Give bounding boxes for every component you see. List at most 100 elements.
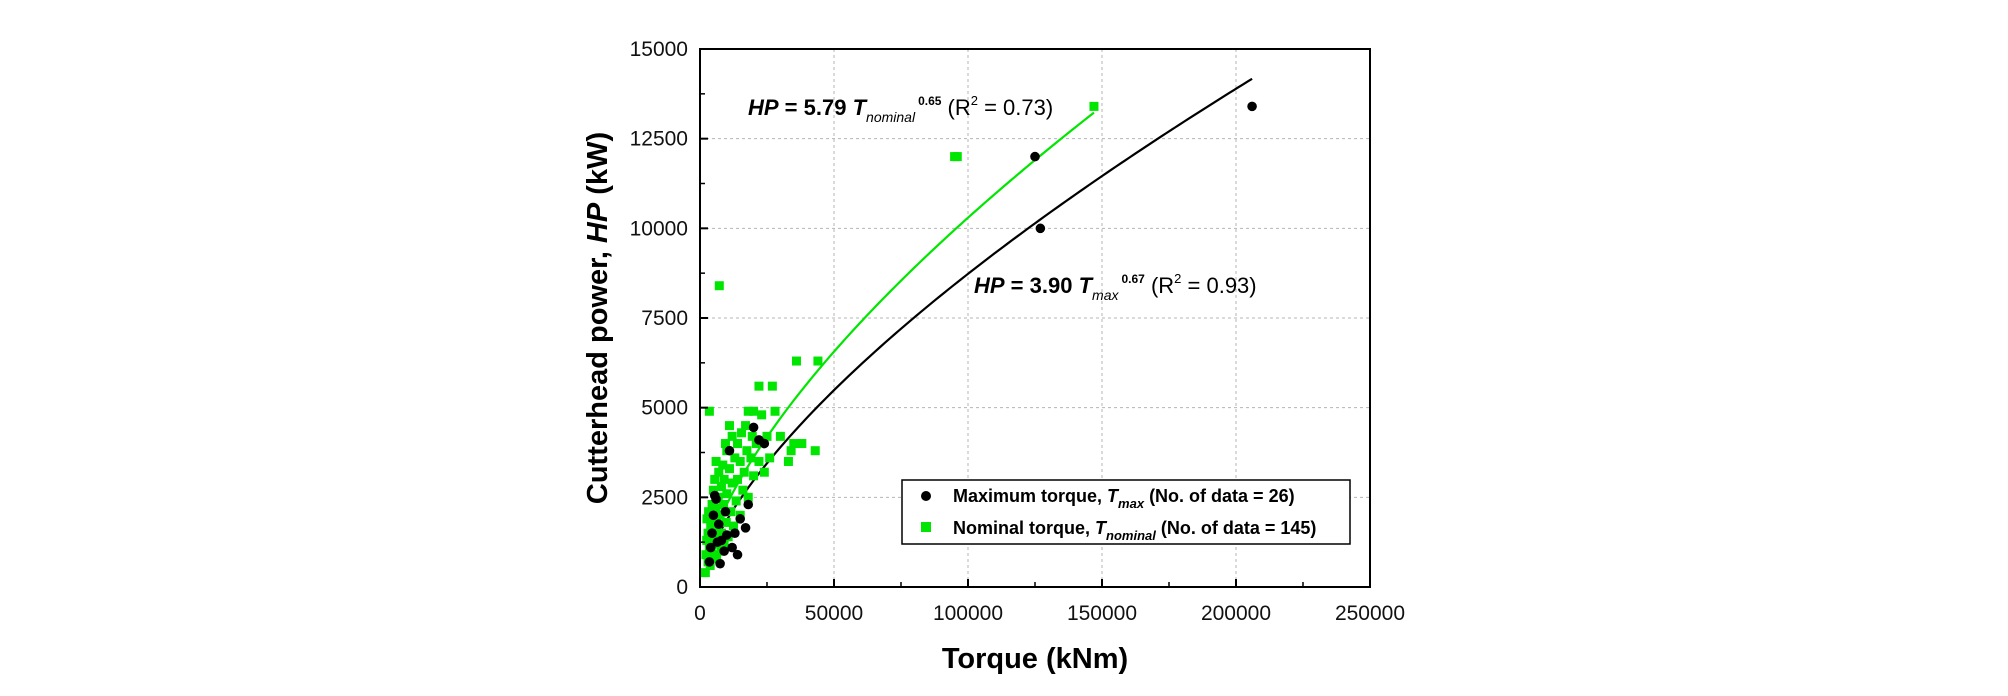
eq-nominal-exp: 0.65: [918, 94, 942, 108]
point-nominal: [770, 406, 780, 416]
point-max: [1247, 101, 1257, 112]
point-nominal: [813, 356, 823, 366]
legend-nominal-sub: nominal: [1106, 528, 1156, 543]
y-tick-label: 0: [676, 576, 688, 599]
point-nominal: [743, 492, 753, 502]
point-nominal: [739, 467, 749, 477]
point-nominal: [727, 478, 737, 488]
point-nominal: [783, 456, 793, 466]
y-axis-title: Cutterhead power, HP (kW): [582, 132, 614, 504]
y-tick-label: 12500: [630, 128, 688, 151]
eq-nominal-r2: 2: [971, 93, 978, 108]
y-axis-title-unit: (kW): [582, 132, 614, 203]
y-axis-title-var: HP: [582, 202, 614, 243]
point-nominal: [716, 528, 726, 538]
point-nominal: [749, 406, 759, 416]
point-nominal: [786, 446, 796, 456]
point-max: [704, 557, 715, 567]
eq-nominal-coef: = 5.79: [779, 95, 853, 120]
point-nominal: [730, 453, 740, 463]
point-nominal: [810, 446, 820, 456]
point-max: [720, 506, 731, 517]
point-max: [730, 528, 740, 538]
x-tick-label: 200000: [1201, 602, 1271, 625]
point-max: [715, 558, 725, 569]
eq-max-r-open: (R: [1145, 273, 1174, 298]
point-nominal: [711, 456, 721, 466]
point-nominal: [701, 550, 711, 560]
legend-nominal-label: Nominal torque,: [953, 518, 1095, 538]
point-nominal: [767, 381, 777, 391]
point-nominal: [743, 406, 753, 416]
y-tick-label: 15000: [630, 38, 688, 61]
point-nominal: [724, 464, 734, 474]
point-nominal: [747, 431, 757, 441]
point-nominal: [715, 510, 725, 520]
point-nominal: [952, 152, 962, 162]
point-nominal: [789, 439, 799, 449]
legend-nominal-suffix: (No. of data = 145): [1156, 518, 1317, 538]
point-nominal: [720, 439, 730, 449]
fit-curve-max: [707, 77, 1253, 558]
point-nominal: [741, 421, 751, 431]
point-nominal: [733, 474, 743, 484]
point-nominal: [1089, 101, 1099, 111]
point-max: [705, 542, 716, 553]
point-max: [719, 546, 729, 556]
legend-max-suffix: (No. of data = 26): [1144, 486, 1295, 506]
point-max: [727, 542, 737, 553]
point-nominal: [711, 503, 721, 513]
legend-entry-max: Maximum torque, Tmax (No. of data = 26): [953, 486, 1295, 511]
point-nominal: [702, 514, 712, 524]
fit-lines: [707, 77, 1253, 558]
eq-max-exp: 0.67: [1121, 272, 1145, 286]
point-nominal: [719, 500, 729, 510]
point-max: [724, 445, 735, 456]
x-tick-label: 250000: [1335, 602, 1405, 625]
eq-nominal-r-open: (R: [941, 95, 970, 120]
point-nominal: [700, 568, 710, 578]
x-axis-title: Torque (kNm): [942, 643, 1128, 675]
y-axis-title-prefix: Cutterhead power,: [582, 243, 614, 504]
point-max: [707, 528, 717, 538]
point-max: [1035, 223, 1046, 234]
point-max: [708, 510, 719, 521]
x-tick-label: 0: [694, 602, 706, 625]
point-nominal: [704, 406, 714, 416]
legend-max-var: T: [1107, 486, 1120, 506]
point-nominal: [722, 489, 732, 499]
point-nominal: [757, 410, 767, 420]
legend-nominal-var: T: [1095, 518, 1108, 538]
eq-max-r-close: = 0.93): [1181, 273, 1256, 298]
point-nominal: [729, 521, 738, 531]
point-nominal: [791, 356, 801, 366]
point-nominal: [726, 507, 736, 517]
point-nominal: [721, 517, 731, 527]
point-nominal: [708, 485, 718, 495]
equation-nominal: HP = 5.79 Tnominal0.65 (R2 = 0.73): [748, 93, 1053, 125]
point-max: [740, 523, 751, 533]
legend: Maximum torque, Tmax (No. of data = 26) …: [901, 479, 1351, 545]
fit-curve-nominal: [707, 111, 1095, 550]
point-nominal: [759, 467, 769, 477]
point-max: [759, 438, 770, 449]
eq-nominal-sub: nominal: [866, 109, 916, 125]
x-tick-label: 50000: [805, 602, 863, 625]
point-nominal: [754, 456, 764, 466]
point-nominal: [737, 428, 747, 438]
point-nominal: [738, 485, 748, 495]
point-max: [732, 549, 743, 560]
point-nominal: [702, 535, 712, 545]
point-nominal: [733, 439, 743, 449]
eq-nominal-var: HP: [748, 95, 779, 120]
point-max: [735, 514, 745, 524]
equation-max: HP = 3.90 Tmax0.67 (R2 = 0.93): [974, 271, 1257, 303]
point-max: [1030, 151, 1040, 162]
legend-marker-nominal: [921, 522, 931, 532]
eq-max-var: HP: [974, 273, 1005, 298]
point-nominal: [797, 439, 807, 449]
legend-max-label: Maximum torque,: [953, 486, 1107, 506]
x-tick-label: 150000: [1067, 602, 1137, 625]
point-nominal: [749, 471, 759, 481]
